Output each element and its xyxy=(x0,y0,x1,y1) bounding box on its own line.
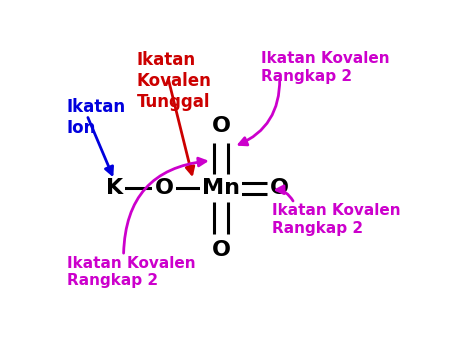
Text: O: O xyxy=(155,178,173,198)
Text: Mn: Mn xyxy=(202,178,240,198)
Text: Ikatan
Kovalen
Tunggal: Ikatan Kovalen Tunggal xyxy=(137,51,211,111)
Text: Ikatan Kovalen
Rangkap 2: Ikatan Kovalen Rangkap 2 xyxy=(66,256,195,288)
Text: O: O xyxy=(211,116,230,136)
Text: K: K xyxy=(106,178,123,198)
Text: Ikatan Kovalen
Rangkap 2: Ikatan Kovalen Rangkap 2 xyxy=(261,51,390,84)
Text: Ikatan Kovalen
Rangkap 2: Ikatan Kovalen Rangkap 2 xyxy=(272,204,401,236)
Text: Ikatan
Ion: Ikatan Ion xyxy=(66,98,126,137)
Text: O: O xyxy=(270,178,289,198)
Text: O: O xyxy=(211,241,230,260)
